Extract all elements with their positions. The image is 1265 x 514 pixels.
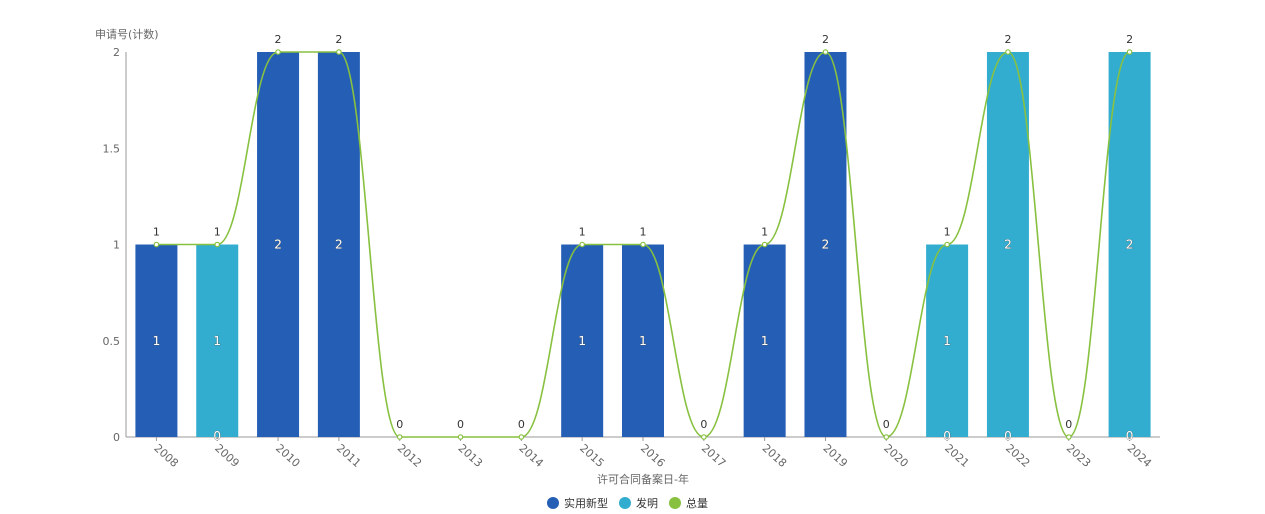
x-tick-label: 2021	[942, 442, 972, 470]
x-tick-label: 2008	[151, 442, 181, 470]
total-value-label: 1	[153, 226, 160, 239]
x-tick-label: 2022	[1003, 442, 1033, 470]
bar-value-label: 1	[639, 334, 647, 348]
x-tick-label: 2017	[699, 442, 729, 470]
x-tick-label: 2018	[760, 442, 790, 470]
line-point[interactable]	[823, 50, 827, 54]
line-point[interactable]	[458, 435, 462, 439]
y-tick-label: 1	[113, 239, 120, 252]
total-value-label: 0	[700, 418, 707, 431]
total-value-label: 1	[761, 226, 768, 239]
total-value-label: 1	[640, 226, 647, 239]
total-value-label: 2	[1004, 33, 1011, 46]
total-value-label: 0	[883, 418, 890, 431]
line-point[interactable]	[337, 50, 341, 54]
line-point[interactable]	[398, 435, 402, 439]
bar-value-label: 2	[335, 238, 343, 252]
total-value-label: 2	[1126, 33, 1133, 46]
x-tick-label: 2010	[273, 442, 303, 470]
bar-value-label: 0	[1004, 429, 1012, 443]
legend-label: 发明	[636, 496, 658, 510]
total-value-label: 2	[335, 33, 342, 46]
line-point[interactable]	[702, 435, 706, 439]
y-tick-label: 2	[113, 46, 120, 59]
line-point[interactable]	[519, 435, 523, 439]
legend: 实用新型 发明 总量	[547, 496, 708, 510]
x-tick-label: 2011	[334, 442, 364, 470]
bar-value-label: 2	[274, 238, 282, 252]
legend-item[interactable]: 发明	[619, 496, 658, 510]
legend-label: 总量	[686, 496, 708, 510]
legend-marker	[547, 497, 559, 509]
x-tick-label: 2009	[212, 442, 242, 470]
line-point[interactable]	[1006, 50, 1010, 54]
bar-value-label: 0	[943, 429, 951, 443]
bar-value-label: 2	[1004, 238, 1012, 252]
x-tick-label: 2016	[638, 442, 668, 470]
total-value-label: 0	[518, 418, 525, 431]
total-value-label: 1	[944, 226, 951, 239]
legend-item[interactable]: 实用新型	[547, 496, 608, 510]
bar-value-label: 0	[213, 429, 221, 443]
x-tick-label: 2024	[1125, 442, 1155, 470]
bar-value-label: 1	[213, 334, 221, 348]
bar-value-label: 2	[822, 238, 830, 252]
legend-marker	[669, 497, 681, 509]
y-axis-title: 申请号(计数)	[95, 28, 159, 41]
total-value-label: 1	[214, 226, 221, 239]
bar-value-label: 1	[578, 334, 586, 348]
bar-value-label: 1	[153, 334, 161, 348]
total-value-label: 0	[457, 418, 464, 431]
total-value-label: 0	[1065, 418, 1072, 431]
legend-item[interactable]: 总量	[669, 496, 708, 510]
total-value-label: 2	[275, 33, 282, 46]
x-tick-label: 2012	[395, 442, 425, 470]
line-point[interactable]	[276, 50, 280, 54]
line-point[interactable]	[641, 242, 645, 246]
line-point[interactable]	[945, 242, 949, 246]
y-tick-label: 1.5	[103, 142, 121, 155]
x-tick-label: 2023	[1064, 442, 1094, 470]
total-value-label: 1	[579, 226, 586, 239]
total-value-label: 2	[822, 33, 829, 46]
line-point[interactable]	[1127, 50, 1131, 54]
total-value-label: 0	[396, 418, 403, 431]
y-axis: 0 0.5 1 1.5 2	[103, 46, 127, 444]
y-tick-label: 0.5	[103, 335, 121, 348]
line-point[interactable]	[580, 242, 584, 246]
y-tick-label: 0	[113, 431, 120, 444]
bar-value-label: 1	[761, 334, 769, 348]
line-point[interactable]	[762, 242, 766, 246]
x-tick-label: 2015	[577, 442, 607, 470]
line-point[interactable]	[154, 242, 158, 246]
legend-marker	[619, 497, 631, 509]
x-tick-label: 2020	[881, 442, 911, 470]
line-point[interactable]	[1067, 435, 1071, 439]
bar-value-label: 0	[1126, 429, 1134, 443]
line-point[interactable]	[215, 242, 219, 246]
bar-value-label: 2	[1126, 238, 1134, 252]
legend-label: 实用新型	[564, 496, 608, 510]
bar-value-label: 1	[943, 334, 951, 348]
x-axis-title: 许可合同备案日-年	[597, 472, 689, 486]
x-tick-label: 2014	[516, 442, 546, 470]
x-tick-label: 2013	[456, 442, 486, 470]
line-point[interactable]	[884, 435, 888, 439]
x-tick-label: 2019	[820, 442, 850, 470]
